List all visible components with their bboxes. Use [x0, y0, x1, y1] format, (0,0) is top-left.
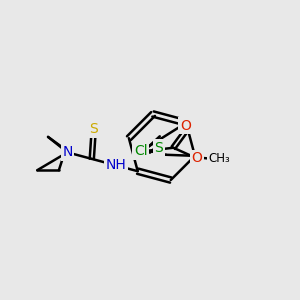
Text: Cl: Cl: [134, 144, 148, 158]
Text: S: S: [154, 141, 163, 155]
Text: NH: NH: [106, 158, 127, 172]
Text: O: O: [180, 119, 191, 133]
Text: N: N: [62, 146, 73, 159]
Text: CH₃: CH₃: [208, 152, 230, 165]
Text: S: S: [89, 122, 98, 136]
Text: O: O: [192, 152, 203, 166]
